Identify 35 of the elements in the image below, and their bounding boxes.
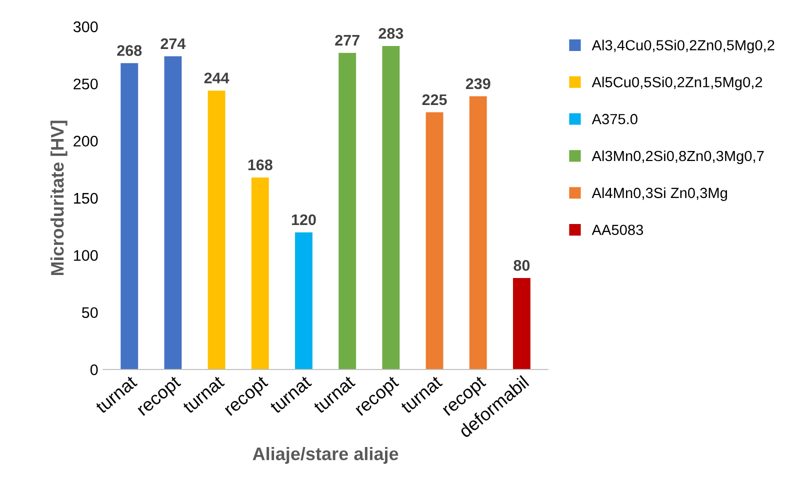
data-label: 283	[378, 28, 404, 39]
data-label: 225	[422, 94, 447, 106]
legend-label: Al4Mn0,3Si Zn0,3Mg	[592, 187, 727, 201]
bar	[338, 52, 356, 370]
legend-label: Al3,4Cu0,5Si0,2Zn0,5Mg0,2	[592, 40, 774, 54]
legend-label: A375.0	[592, 114, 638, 124]
legend-label: Al3Mn0,2Si0,8Zn0,3Mg0,7	[592, 150, 764, 164]
data-label: 244	[204, 72, 230, 84]
bar	[164, 56, 182, 370]
y-axis-title: Microduritate [HV]	[50, 120, 68, 276]
legend-label: Al5Cu0,5Si0,2Zn1,5Mg0,2	[592, 76, 762, 90]
bar	[208, 90, 226, 370]
y-tick-label: 300	[73, 21, 98, 32]
x-axis-title: Aliaje/stare aliaje	[252, 446, 398, 464]
data-label: 239	[466, 78, 490, 90]
data-label: 80	[514, 260, 530, 271]
data-label: 268	[117, 45, 142, 56]
y-tick-label: 200	[74, 136, 98, 147]
bar	[295, 232, 312, 370]
data-label: 168	[248, 159, 272, 170]
bar	[120, 63, 138, 370]
bar	[251, 177, 269, 370]
y-tick-label: 250	[74, 78, 98, 90]
data-label: 274	[160, 38, 186, 49]
data-label: 120	[292, 214, 316, 226]
y-tick-label: 150	[74, 192, 98, 204]
bar	[426, 112, 444, 370]
data-label: 277	[335, 34, 360, 46]
y-tick-label: 50	[82, 307, 98, 318]
y-tick-label: 0	[90, 364, 98, 376]
bar	[469, 96, 487, 370]
bar	[382, 46, 400, 370]
y-tick-label: 100	[74, 250, 98, 261]
legend-label: AA5083	[592, 224, 644, 236]
bar	[512, 278, 530, 370]
